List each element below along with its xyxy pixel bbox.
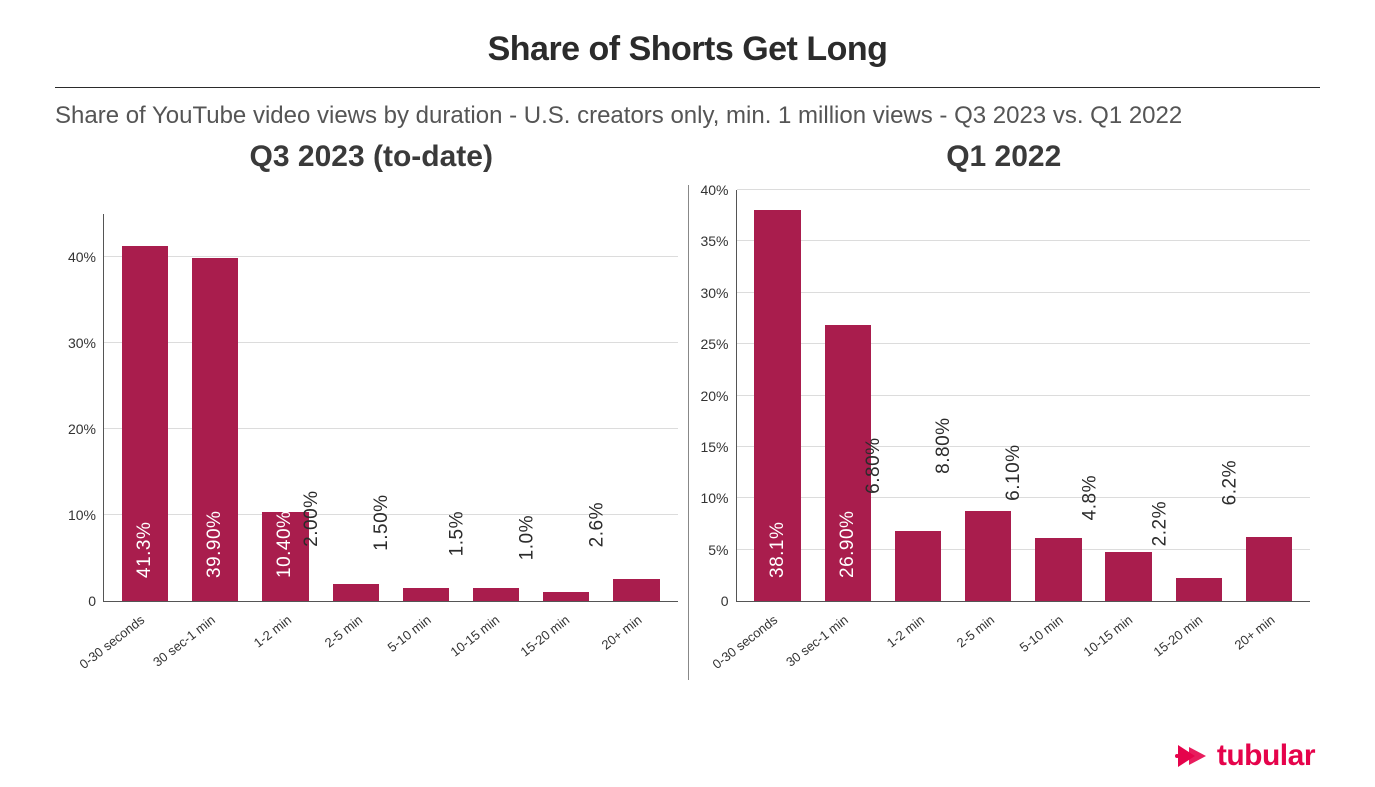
x-tick-label: 2-5 min xyxy=(315,604,365,650)
bar: 2.2% xyxy=(1176,578,1222,601)
bar-value-label: 10.40% xyxy=(274,511,296,578)
brand-logo: tubular xyxy=(1175,739,1315,773)
y-tick-label: 40% xyxy=(68,249,104,265)
bar-value-label: 2.00% xyxy=(300,490,322,552)
plot: 010%20%30%40%41.3%0-30 seconds39.90%30 s… xyxy=(103,214,678,602)
panels-container: Q3 2023 (to-date)010%20%30%40%41.3%0-30 … xyxy=(55,140,1320,680)
bar-slot: 6.80%1-2 min xyxy=(883,190,953,601)
y-tick-label: 20% xyxy=(68,421,104,437)
bar-value-label: 26.90% xyxy=(837,511,859,578)
title-rule xyxy=(55,87,1320,88)
x-tick-label: 0-30 seconds xyxy=(703,604,780,672)
x-tick-label: 15-20 min xyxy=(1144,604,1205,659)
y-tick-label: 0 xyxy=(88,593,104,609)
bar: 1.50% xyxy=(403,588,449,601)
y-tick-label: 15% xyxy=(700,439,736,455)
bar-value-label: 2.6% xyxy=(587,502,609,553)
bars-row: 41.3%0-30 seconds39.90%30 sec-1 min 10.40… xyxy=(104,214,678,601)
chart-title: Share of Shorts Get Long xyxy=(55,30,1320,69)
bar-value-label: 38.1% xyxy=(767,522,789,578)
plot: 05%10%15%20%25%30%35%40%38.1%0-30 second… xyxy=(736,190,1311,602)
y-tick-label: 40% xyxy=(700,182,736,198)
x-tick-label: 5-10 min xyxy=(1011,604,1066,655)
bar: 6.10% xyxy=(1035,538,1081,601)
bar-value-label: 1.50% xyxy=(371,495,393,557)
bar: 2.6% xyxy=(613,579,659,601)
x-tick-label: 2-5 min xyxy=(948,604,998,650)
bar-slot: 6.2%20+ min xyxy=(1234,190,1304,601)
bar-slot: 39.90%30 sec-1 min xyxy=(180,214,250,601)
bar: 2.00% xyxy=(333,584,379,601)
bar-slot: 8.80%2-5 min xyxy=(953,190,1023,601)
bar-value-label: 8.80% xyxy=(933,417,955,479)
plot-area: 05%10%15%20%25%30%35%40%38.1%0-30 second… xyxy=(688,184,1321,680)
bar-value-label: 4.8% xyxy=(1079,475,1101,526)
panel: Q3 2023 (to-date)010%20%30%40%41.3%0-30 … xyxy=(55,140,688,680)
chart-subtitle: Share of YouTube video views by duration… xyxy=(55,102,1320,130)
x-tick-label: 15-20 min xyxy=(512,604,573,659)
brand-logo-icon xyxy=(1175,741,1209,771)
bar-value-label: 6.80% xyxy=(863,438,885,500)
x-tick-label: 1-2 min xyxy=(878,604,928,650)
bar: 1.5% xyxy=(473,588,519,601)
bar-slot: 6.10%5-10 min xyxy=(1023,190,1093,601)
y-tick-label: 35% xyxy=(700,233,736,249)
chart-page: Share of Shorts Get Long Share of YouTub… xyxy=(0,0,1375,787)
bar-slot: 2.2%15-20 min xyxy=(1164,190,1234,601)
bar: 6.2% xyxy=(1246,537,1292,601)
x-tick-label: 5-10 min xyxy=(378,604,433,655)
bar-value-label: 1.0% xyxy=(517,515,539,566)
bars-row: 38.1%0-30 seconds26.90%30 sec-1 min6.80%… xyxy=(737,190,1311,601)
bar-slot: 2.6%20+ min xyxy=(601,214,671,601)
bar-value-label: 39.90% xyxy=(204,511,226,578)
brand-logo-text: tubular xyxy=(1217,739,1315,773)
bar: 39.90% xyxy=(192,258,238,601)
panel-title: Q1 2022 xyxy=(688,140,1321,174)
x-tick-label: 10-15 min xyxy=(1074,604,1135,659)
bar-value-label: 2.2% xyxy=(1149,501,1171,552)
y-tick-label: 25% xyxy=(700,336,736,352)
bar: 4.8% xyxy=(1105,552,1151,601)
y-tick-label: 10% xyxy=(68,507,104,523)
x-tick-label: 20+ min xyxy=(1225,604,1277,652)
y-tick-label: 30% xyxy=(68,335,104,351)
panel: Q1 202205%10%15%20%25%30%35%40%38.1%0-30… xyxy=(688,140,1321,680)
bar: 8.80% xyxy=(965,511,1011,601)
x-tick-label: 1-2 min xyxy=(245,604,295,650)
x-tick-label: 30 sec-1 min xyxy=(144,604,218,670)
bar-value-label: 6.10% xyxy=(1003,445,1025,507)
bar-slot: 26.90%30 sec-1 min xyxy=(813,190,883,601)
y-tick-label: 0 xyxy=(721,593,737,609)
y-tick-label: 5% xyxy=(708,542,736,558)
bar-value-label: 41.3% xyxy=(134,522,156,578)
x-tick-label: 30 sec-1 min xyxy=(777,604,851,670)
x-tick-label: 0-30 seconds xyxy=(70,604,147,672)
bar-value-label: 1.5% xyxy=(446,511,468,562)
y-tick-label: 30% xyxy=(700,285,736,301)
x-tick-label: 10-15 min xyxy=(441,604,502,659)
bar-slot: 41.3%0-30 seconds xyxy=(110,214,180,601)
y-tick-label: 10% xyxy=(700,490,736,506)
plot-area: 010%20%30%40%41.3%0-30 seconds39.90%30 s… xyxy=(55,184,688,680)
bar-value-label: 6.2% xyxy=(1219,460,1241,511)
bar: 41.3% xyxy=(122,246,168,601)
bar: 6.80% xyxy=(895,531,941,601)
panel-title: Q3 2023 (to-date) xyxy=(55,140,688,174)
bar: 1.0% xyxy=(543,592,589,601)
x-tick-label: 20+ min xyxy=(593,604,645,652)
bar: 38.1% xyxy=(754,210,800,601)
bar-slot: 38.1%0-30 seconds xyxy=(743,190,813,601)
y-tick-label: 20% xyxy=(700,388,736,404)
